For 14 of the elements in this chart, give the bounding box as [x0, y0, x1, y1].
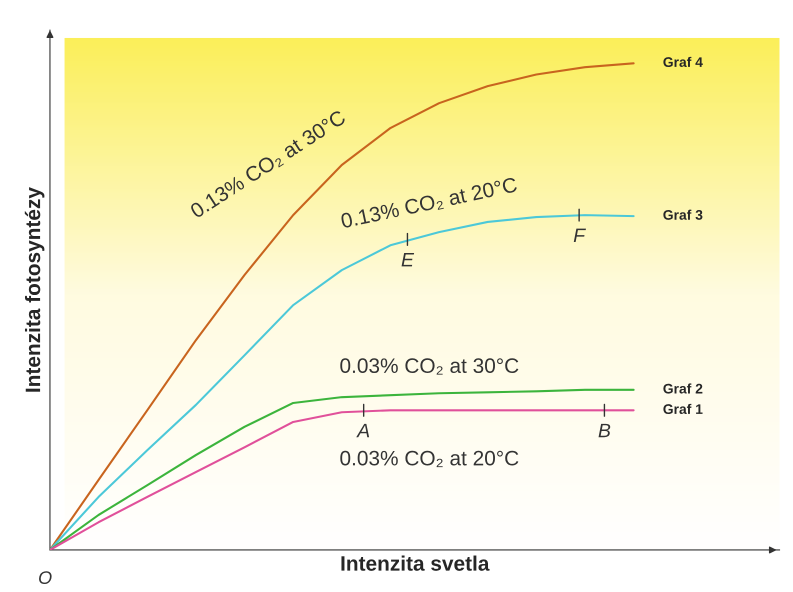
annotation: B	[598, 424, 610, 438]
annotation: A	[356, 424, 370, 438]
annotation: F	[574, 228, 586, 242]
annotation: 0.03% CO₂ at 30°C	[340, 358, 518, 375]
text: Graf 2	[663, 383, 702, 394]
text: O	[39, 571, 52, 584]
text: Graf 4	[663, 56, 703, 68]
text: Graf 3	[663, 210, 702, 220]
annotation: 0.13% CO₂ at 20°C	[340, 176, 518, 230]
x-axis-title: Intenzita svetla	[341, 556, 490, 571]
annotation: E	[402, 253, 414, 266]
y-axis-title: Intenzita fotosyntézy	[24, 187, 44, 392]
text: Graf 1	[663, 404, 703, 414]
annotation: 0.03% CO₂ at 20°C	[340, 450, 518, 468]
